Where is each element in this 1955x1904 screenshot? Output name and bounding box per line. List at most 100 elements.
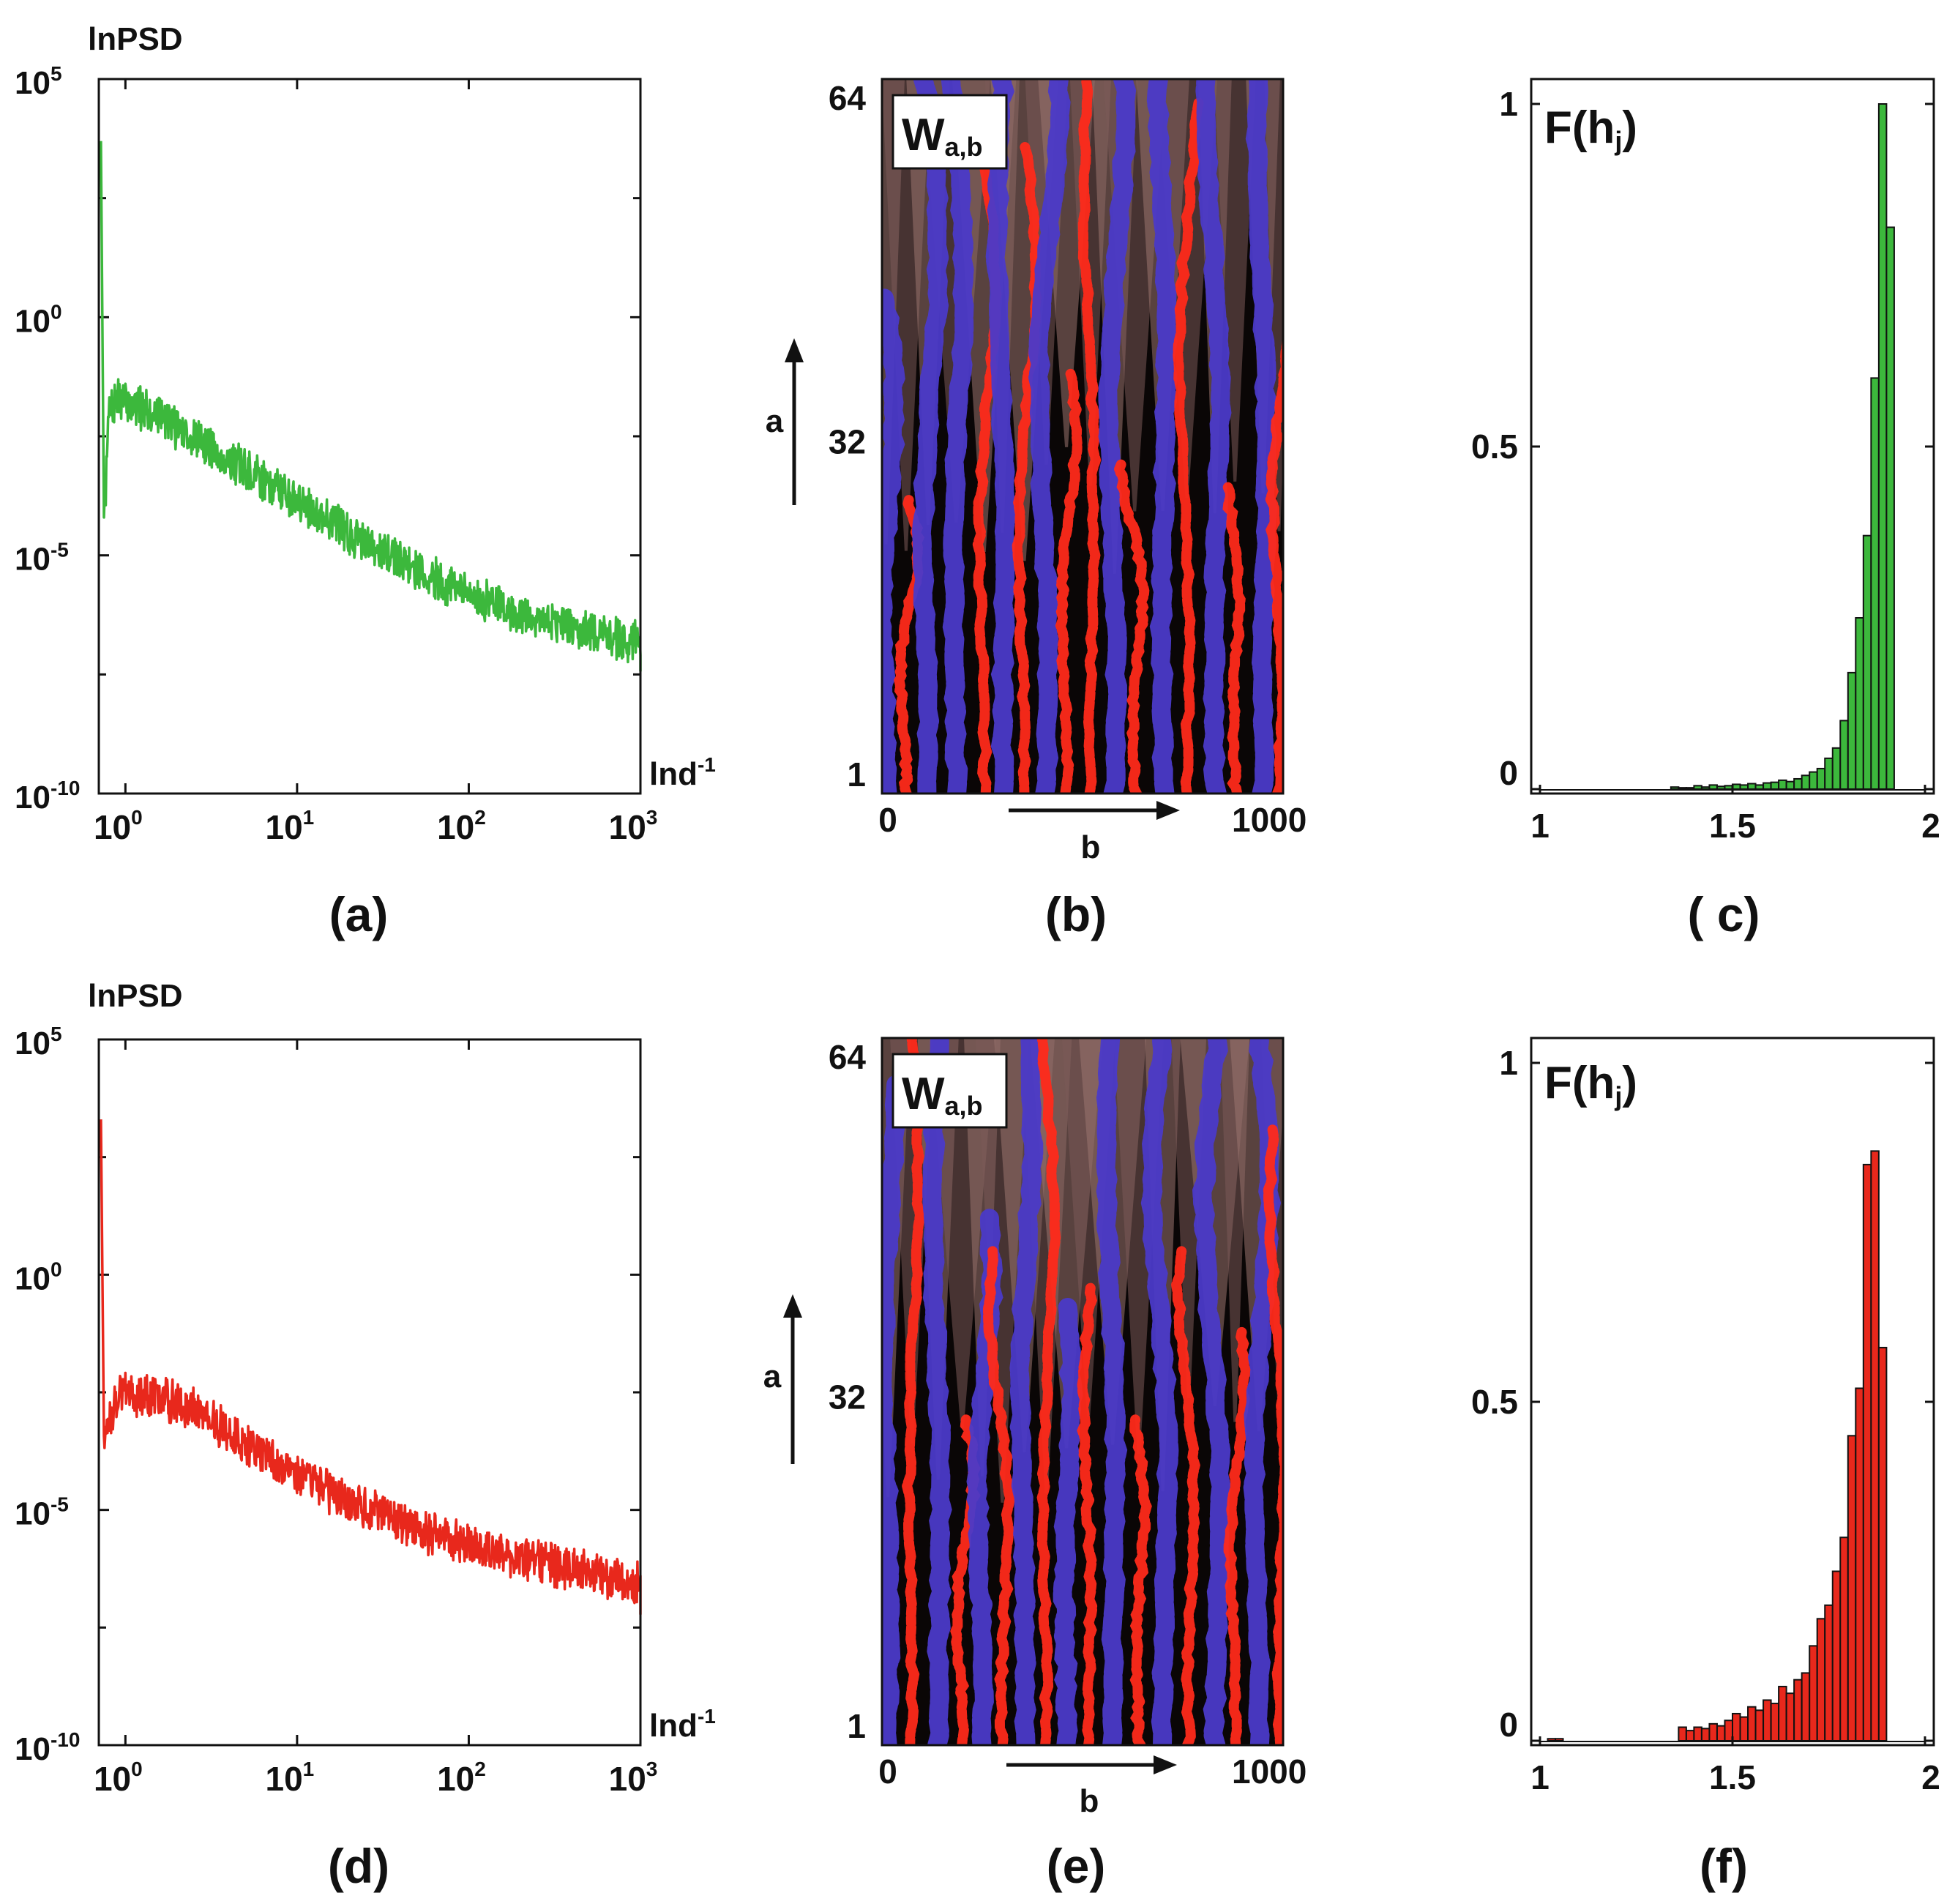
histogram-bar (1747, 1706, 1757, 1741)
maxima-line (1223, 1324, 1252, 1745)
histogram-bar (1877, 1346, 1888, 1742)
ytick-label: 10-5 (15, 539, 69, 578)
histogram-bar (1870, 1150, 1880, 1741)
maxima-line (1140, 1038, 1179, 1745)
maxima-line (1170, 1246, 1200, 1745)
maxima-line (1096, 1038, 1128, 1745)
histogram-bar (1801, 1672, 1811, 1741)
histogram-bar (1839, 720, 1849, 791)
maxima-line (982, 1246, 1016, 1745)
psd-plot-d: 105 100 10-5 10-10 100 101 102 103 (15, 1023, 657, 1798)
maxima-ridge-blue (1195, 79, 1232, 794)
ytick-label: 105 (15, 1023, 62, 1061)
histogram-bar (1754, 1709, 1765, 1742)
maxima-line (901, 1038, 926, 1745)
maxima-ridge-red (901, 1038, 926, 1745)
maxima-line (1053, 1298, 1083, 1745)
maxima-line (1055, 368, 1083, 794)
maxima-line (1245, 79, 1278, 794)
xtick-label: 102 (437, 806, 486, 846)
plot-b-frame (881, 78, 1285, 795)
xtick-label: 100 (94, 1758, 143, 1798)
maxima-ridge-blue (1140, 1038, 1179, 1745)
fhj-title-f: F(hj) (1544, 1058, 1637, 1111)
maxima-line (1146, 79, 1178, 794)
maxima-line (1222, 482, 1246, 794)
xtick-label: 102 (437, 1758, 486, 1798)
maxima-line (1028, 79, 1071, 794)
histogram-bar (1763, 1699, 1772, 1741)
maxima-ridge-red (1113, 459, 1150, 794)
wab-title-b: Wa,b (902, 110, 983, 162)
histogram-bar (1555, 1738, 1564, 1741)
wavelet-map-b (882, 79, 1283, 794)
xtick-label: 103 (609, 1758, 658, 1798)
histogram-bar (1824, 1604, 1833, 1742)
maxima-ridge-blue (1245, 79, 1278, 794)
histogram-bar (1739, 784, 1749, 791)
b-axis-arrow-e (1006, 1755, 1177, 1774)
histogram-bar (1547, 1738, 1557, 1741)
histogram-bar (1708, 1722, 1718, 1742)
histogram-bar (1801, 774, 1811, 791)
maxima-ridge-blue (985, 79, 1016, 794)
a-axis-arrow-b (785, 338, 804, 505)
plot-e-frame (881, 1037, 1285, 1747)
panel-f-caption: (f) (1700, 1839, 1748, 1893)
histogram-bar (1855, 1387, 1864, 1741)
maxima-ridge-blue (882, 285, 905, 794)
panel-e-xlabel: b (1080, 1783, 1099, 1819)
histogram-bar (1670, 786, 1680, 791)
a-tick-label: 64 (829, 1038, 867, 1076)
wab-title-e: Wa,b (902, 1069, 983, 1121)
maxima-ridge-blue (941, 79, 974, 794)
histogram-bar (1685, 787, 1695, 791)
b-axis-arrow-b (1009, 801, 1180, 820)
panel-e: Wa,b a b (e) 1 32 64 0 1000 (763, 1037, 1307, 1893)
panel-b-xlabel: b (1081, 829, 1101, 865)
histogram-bar (1793, 1679, 1803, 1741)
histogram-bar (1716, 785, 1726, 790)
psd-series-line (100, 1119, 642, 1615)
histogram-bar (1716, 1725, 1726, 1741)
maxima-ridge-blue (922, 1038, 952, 1745)
xtick-label: 101 (266, 806, 315, 846)
maxima-ridge-red (1173, 97, 1204, 794)
panel-c: 0 0.5 1 1 1.5 2 F(hj) ( c) (1471, 78, 1940, 941)
ytick-label: 10-10 (15, 1728, 80, 1767)
maxima-ridge-red (1077, 1280, 1098, 1745)
ytick-label: 100 (15, 300, 62, 339)
histogram-bar (1678, 1726, 1687, 1741)
histogram-bar (1839, 1537, 1849, 1741)
ytick-label: 1 (1499, 1044, 1518, 1082)
maxima-ridge-red (1222, 482, 1246, 794)
histogram-bar (1739, 1716, 1749, 1742)
histogram-bar (1847, 1435, 1857, 1742)
histogram-bar (1708, 784, 1718, 791)
maxima-line (941, 79, 974, 794)
maxima-ridge-red (1263, 1122, 1283, 1745)
maxima-line (1129, 1414, 1152, 1745)
maxima-line (1009, 1038, 1044, 1745)
histogram-bar (1754, 784, 1765, 791)
histogram-bar (1793, 777, 1803, 790)
histogram-bar (1824, 757, 1833, 791)
histogram-bar (1809, 771, 1818, 790)
ytick-label: 10-10 (15, 777, 80, 815)
ytick-label: 0 (1499, 1706, 1518, 1744)
histogram-bar (1700, 786, 1711, 791)
histogram-c: 0 0.5 1 1 1.5 2 (1471, 85, 1940, 845)
histogram-bar (1862, 1163, 1872, 1741)
panel-a-xlabel: lnd-1 (649, 753, 716, 792)
ytick-label: 105 (15, 62, 62, 101)
xtick-label: 2 (1921, 807, 1940, 845)
maxima-line (1113, 459, 1150, 794)
histogram-bar (1693, 1726, 1702, 1741)
a-tick-label: 32 (829, 423, 866, 461)
plot-a-frame (97, 78, 642, 795)
a-tick-label: 1 (847, 1707, 866, 1745)
wavelet-map-e (882, 1038, 1283, 1745)
panel-b: Wa,b a b (b) 1 32 64 0 1000 (766, 78, 1307, 941)
xtick-label: 1 (1530, 1758, 1550, 1796)
